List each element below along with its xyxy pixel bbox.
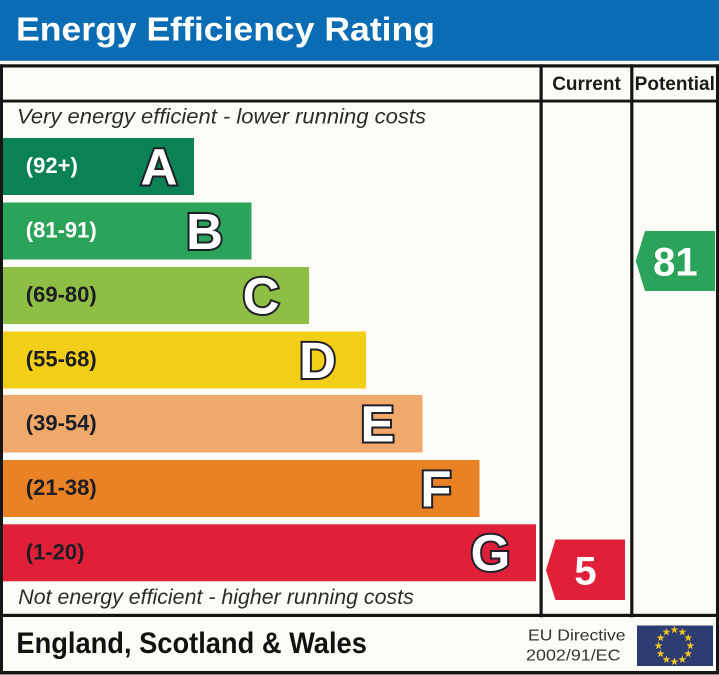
svg-text:81: 81 [653,241,698,285]
svg-text:(81-91): (81-91) [26,218,97,243]
svg-text:B: B [186,203,223,260]
svg-text:A: A [141,138,178,195]
svg-text:G: G [471,525,511,582]
svg-text:F: F [420,460,451,517]
svg-text:Current: Current [552,74,621,95]
svg-text:2002/91/EC: 2002/91/EC [526,648,621,665]
svg-text:5: 5 [574,550,596,594]
svg-text:Energy Efficiency Rating: Energy Efficiency Rating [16,10,435,47]
svg-text:Very energy efficient - lower: Very energy efficient - lower running co… [17,105,426,129]
svg-text:England, Scotland & Wales: England, Scotland & Wales [16,627,367,660]
svg-text:(92+): (92+) [26,153,78,178]
svg-text:(39-54): (39-54) [26,411,97,436]
svg-text:Not energy efficient - higher: Not energy efficient - higher running co… [18,585,414,609]
svg-text:D: D [299,332,336,389]
svg-text:(21-38): (21-38) [26,475,97,500]
svg-text:(55-68): (55-68) [26,347,97,372]
svg-text:EU Directive: EU Directive [528,628,626,645]
svg-text:C: C [243,267,280,324]
svg-text:(1-20): (1-20) [26,539,85,564]
svg-text:E: E [360,396,394,453]
svg-text:(69-80): (69-80) [26,282,97,307]
svg-text:Potential: Potential [635,74,715,95]
